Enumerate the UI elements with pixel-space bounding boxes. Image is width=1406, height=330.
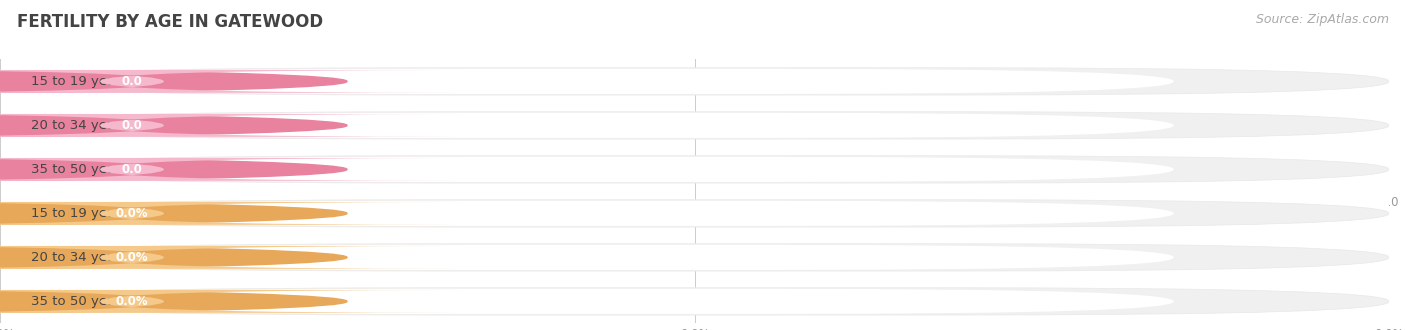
Circle shape (0, 71, 347, 92)
Text: FERTILITY BY AGE IN GATEWOOD: FERTILITY BY AGE IN GATEWOOD (17, 13, 323, 31)
FancyBboxPatch shape (0, 202, 461, 225)
Text: 0.0%: 0.0% (115, 295, 148, 308)
Text: 35 to 50 years: 35 to 50 years (31, 163, 127, 176)
Circle shape (0, 159, 347, 180)
FancyBboxPatch shape (11, 69, 1174, 94)
Text: 0.0%: 0.0% (115, 251, 148, 264)
FancyBboxPatch shape (11, 157, 1174, 182)
FancyBboxPatch shape (0, 244, 1389, 271)
FancyBboxPatch shape (0, 246, 461, 269)
Text: 0.0%: 0.0% (115, 207, 148, 220)
FancyBboxPatch shape (0, 114, 461, 137)
Circle shape (0, 291, 347, 312)
FancyBboxPatch shape (0, 200, 1389, 227)
Circle shape (0, 247, 347, 268)
FancyBboxPatch shape (11, 201, 1174, 226)
FancyBboxPatch shape (0, 156, 1389, 183)
FancyBboxPatch shape (0, 288, 1389, 315)
Text: Source: ZipAtlas.com: Source: ZipAtlas.com (1256, 13, 1389, 26)
FancyBboxPatch shape (0, 70, 461, 93)
Circle shape (0, 115, 347, 136)
Text: 15 to 19 years: 15 to 19 years (31, 75, 127, 88)
FancyBboxPatch shape (11, 289, 1174, 314)
Text: 0.0: 0.0 (121, 119, 142, 132)
Text: 20 to 34 years: 20 to 34 years (31, 119, 127, 132)
FancyBboxPatch shape (11, 245, 1174, 270)
FancyBboxPatch shape (0, 68, 1389, 95)
FancyBboxPatch shape (0, 158, 461, 181)
Text: 0.0: 0.0 (121, 163, 142, 176)
Text: 0.0: 0.0 (121, 75, 142, 88)
Text: 15 to 19 years: 15 to 19 years (31, 207, 127, 220)
FancyBboxPatch shape (11, 113, 1174, 138)
FancyBboxPatch shape (0, 290, 461, 313)
Text: 20 to 34 years: 20 to 34 years (31, 251, 127, 264)
Text: 35 to 50 years: 35 to 50 years (31, 295, 127, 308)
FancyBboxPatch shape (0, 112, 1389, 139)
Circle shape (0, 203, 347, 224)
